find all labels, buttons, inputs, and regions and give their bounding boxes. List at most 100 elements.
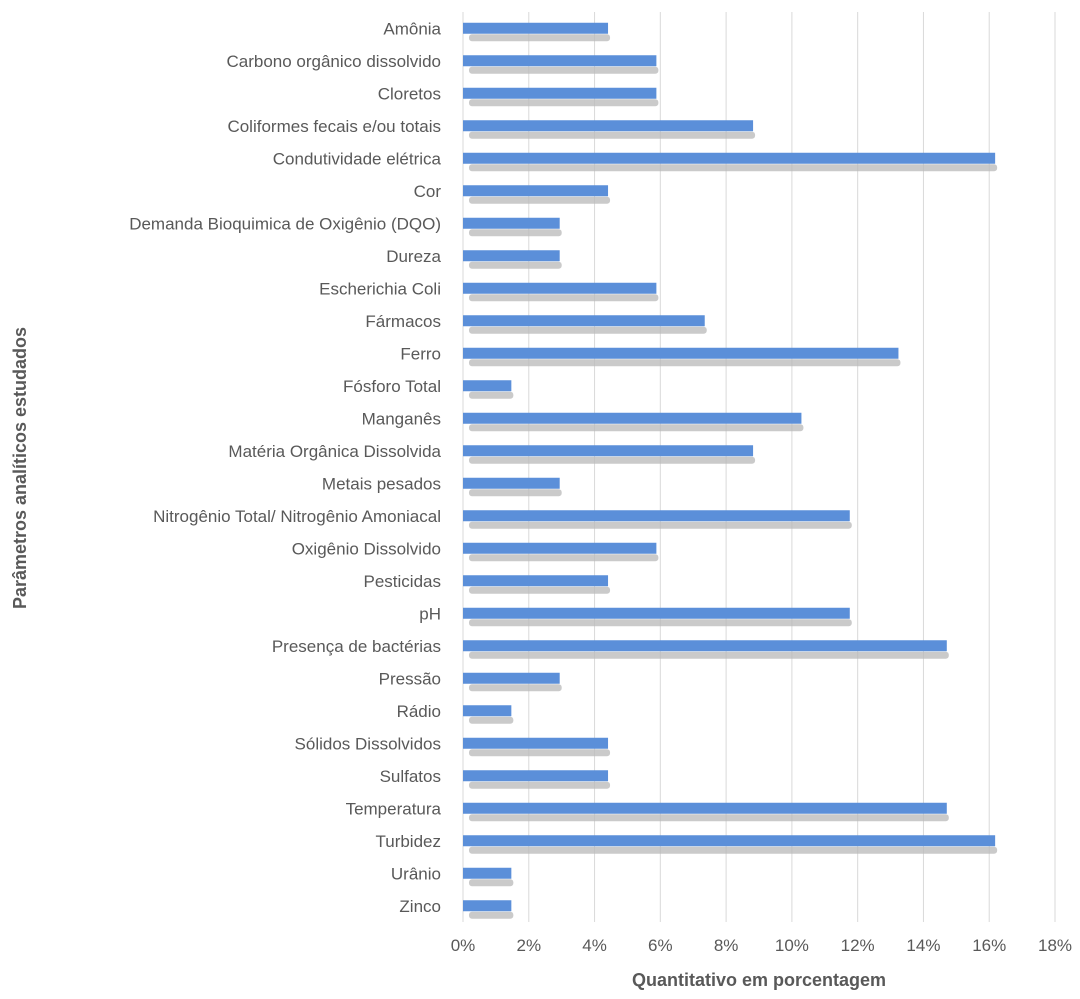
bar: [463, 380, 512, 392]
bar-shadow: [469, 456, 756, 464]
bar-shadow: [469, 814, 949, 822]
category-label: Zinco: [399, 897, 441, 916]
bar-shadow: [469, 749, 611, 757]
bar-shadow: [469, 554, 659, 562]
bar-shadow: [469, 879, 514, 887]
category-label: Fósforo Total: [343, 377, 441, 396]
bar: [463, 120, 754, 132]
category-label: Oxigênio Dissolvido: [292, 539, 441, 558]
bar-shadow: [469, 131, 756, 139]
bar: [463, 737, 609, 749]
bar-shadow: [469, 261, 562, 269]
bar: [463, 22, 609, 34]
bar-shadows: [469, 34, 998, 919]
category-label: Temperatura: [346, 799, 442, 818]
x-tick-label: 8%: [714, 936, 739, 955]
bar-shadow: [469, 651, 949, 659]
category-label: Demanda Bioquimica de Oxigênio (DQO): [129, 214, 441, 233]
category-label: Sulfatos: [380, 767, 441, 786]
bar-shadow: [469, 34, 611, 42]
bar: [463, 347, 899, 359]
bar: [463, 315, 705, 327]
bar-shadow: [469, 326, 707, 334]
category-label: Amônia: [383, 19, 441, 38]
x-tick-labels: 0% 2% 4% 6% 8% 10% 12% 14% 16% 18%: [451, 936, 1072, 955]
category-label: Cor: [414, 182, 442, 201]
bar-shadow: [469, 521, 852, 529]
category-label: Fármacos: [365, 312, 441, 331]
bar: [463, 282, 657, 294]
bar: [463, 640, 947, 652]
category-label: Sólidos Dissolvidos: [295, 734, 441, 753]
bar: [463, 55, 657, 67]
bar-shadow: [469, 66, 659, 74]
category-label: Urânio: [391, 864, 441, 883]
category-label: Nitrogênio Total/ Nitrogênio Amoniacal: [153, 507, 441, 526]
bar: [463, 672, 560, 684]
bar: [463, 87, 657, 99]
x-tick-label: 12%: [841, 936, 875, 955]
bar: [463, 835, 996, 847]
bar-shadow: [469, 391, 514, 399]
bar-shadow: [469, 781, 611, 789]
bar-shadow: [469, 684, 562, 692]
category-label: Presença de bactérias: [272, 637, 441, 656]
category-label: Condutividade elétrica: [273, 149, 442, 168]
category-label: Rádio: [397, 702, 441, 721]
category-label: Manganês: [362, 409, 441, 428]
category-label: Coliformes fecais e/ou totais: [227, 117, 441, 136]
category-label: Dureza: [386, 247, 441, 266]
category-label: Ferro: [400, 344, 441, 363]
bar: [463, 867, 512, 879]
bar: [463, 575, 609, 587]
x-tick-label: 2%: [516, 936, 541, 955]
bar: [463, 152, 996, 164]
bar-shadow: [469, 489, 562, 497]
bar: [463, 477, 560, 489]
category-label: Escherichia Coli: [319, 279, 441, 298]
bar-shadow: [469, 846, 998, 854]
bar-shadow: [469, 99, 659, 107]
bar-shadow: [469, 294, 659, 302]
category-label: Metais pesados: [322, 474, 441, 493]
bar: [463, 900, 512, 912]
category-label: Carbono orgânico dissolvido: [226, 52, 441, 71]
bars: [463, 22, 996, 912]
bar: [463, 185, 609, 197]
bar-shadow: [469, 911, 514, 919]
bar-shadow: [469, 196, 611, 204]
category-label: Pressão: [379, 669, 441, 688]
category-label: Cloretos: [378, 84, 441, 103]
bar-shadow: [469, 164, 998, 172]
x-tick-label: 18%: [1038, 936, 1072, 955]
bar: [463, 510, 850, 522]
bar: [463, 607, 850, 619]
category-label: pH: [419, 604, 441, 623]
bar-shadow: [469, 619, 852, 627]
x-tick-label: 14%: [906, 936, 940, 955]
category-labels: Amônia Carbono orgânico dissolvido Cloreto…: [129, 19, 441, 916]
bar: [463, 802, 947, 814]
bar: [463, 705, 512, 717]
bar: [463, 250, 560, 262]
category-label: Pesticidas: [364, 572, 441, 591]
bar: [463, 770, 609, 782]
bar: [463, 445, 754, 457]
x-axis-title: Quantitativo em porcentagem: [632, 970, 886, 990]
bar-shadow: [469, 716, 514, 724]
category-label: Matéria Orgânica Dissolvida: [228, 442, 441, 461]
x-tick-label: 0%: [451, 936, 476, 955]
x-tick-label: 10%: [775, 936, 809, 955]
bar-shadow: [469, 229, 562, 237]
category-label: Turbidez: [375, 832, 441, 851]
bar-shadow: [469, 424, 804, 432]
x-tick-label: 4%: [582, 936, 607, 955]
y-axis-title: Parâmetros analíticos estudados: [10, 327, 30, 609]
x-tick-label: 6%: [648, 936, 673, 955]
bar-shadow: [469, 359, 901, 367]
bar: [463, 412, 802, 424]
x-tick-label: 16%: [972, 936, 1006, 955]
bar: [463, 542, 657, 554]
bar-shadow: [469, 586, 611, 594]
